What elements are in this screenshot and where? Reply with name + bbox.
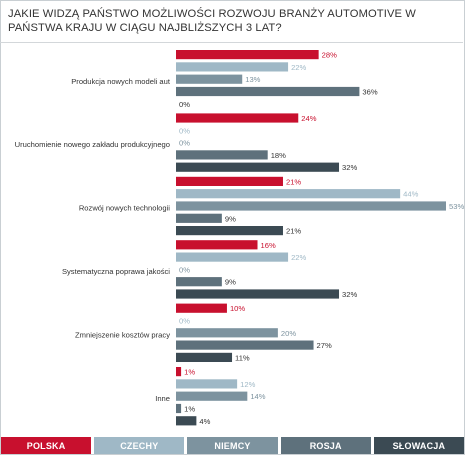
bar-czechy (176, 62, 289, 72)
legend-item-polska: POLSKA (1, 437, 92, 454)
data-label: 9% (225, 214, 236, 223)
data-label: 12% (240, 380, 255, 389)
bar-rosja (176, 277, 222, 287)
data-label: 21% (286, 227, 301, 236)
data-label: 18% (271, 151, 286, 160)
bar-rosja (176, 340, 314, 350)
legend-item-czechy: CZECHY (94, 437, 185, 454)
data-label: 22% (291, 63, 306, 72)
bar-rosja (176, 213, 222, 223)
data-label: 1% (184, 368, 195, 377)
legend-item-słowacja: SŁOWACJA (373, 437, 465, 454)
bar-niemcy (176, 328, 278, 338)
title-divider (0, 42, 463, 43)
data-label: 0% (179, 100, 190, 109)
data-label: 9% (225, 278, 236, 287)
data-label: 20% (281, 329, 296, 338)
bar-chart: Produkcja nowych modeli aut 28% 22% 13% 36% 0… (15, 50, 464, 426)
data-label: 32% (342, 290, 357, 299)
bar-polska (176, 113, 299, 123)
data-label: 11% (235, 353, 250, 362)
data-label: 4% (199, 417, 210, 426)
data-label: 16% (261, 241, 276, 250)
bar-polska (176, 50, 319, 60)
category-label: Systematyczna poprawa jakości (62, 267, 170, 276)
data-label: 0% (179, 317, 190, 326)
data-label: 53% (449, 202, 464, 211)
category-label: Uruchomienie nowego zakładu produkcyjneg… (15, 140, 170, 149)
legend-item-rosja: ROSJA (280, 437, 371, 454)
data-label: 1% (184, 405, 195, 414)
data-label: 13% (245, 75, 260, 84)
data-label: 44% (403, 190, 418, 199)
bar-słowacja (176, 416, 197, 426)
category-label: Rozwój nowych technologii (79, 204, 170, 213)
data-label: 0% (179, 265, 190, 274)
data-label: 24% (301, 114, 316, 123)
data-label: 36% (362, 88, 377, 97)
data-label: 0% (179, 139, 190, 148)
chart-title: JAKIE WIDZĄ PAŃSTWO MOŻLIWOŚCI ROZWOJU B… (8, 8, 416, 34)
legend-item-niemcy: NIEMCY (187, 437, 278, 454)
bar-polska (176, 176, 283, 186)
bar-słowacja (176, 352, 233, 362)
bar-polska (176, 303, 227, 313)
category-label: Produkcja nowych modeli aut (71, 77, 171, 86)
bar-niemcy (176, 74, 243, 84)
bar-niemcy (176, 391, 248, 401)
data-label: 28% (322, 51, 337, 60)
bar-słowacja (176, 162, 340, 172)
bar-rosja (176, 150, 268, 160)
data-label: 0% (179, 126, 190, 135)
data-label: 27% (317, 341, 332, 350)
bar-słowacja (176, 226, 283, 236)
category-label: Zmniejszenie kosztów pracy (75, 330, 170, 339)
bar-polska (176, 240, 258, 250)
legend: POLSKA CZECHY NIEMCY ROSJA SŁOWACJA (1, 437, 465, 454)
data-label: 21% (286, 177, 301, 186)
bar-polska (176, 367, 182, 377)
bar-czechy (176, 252, 289, 262)
data-label: 22% (291, 253, 306, 262)
bar-rosja (176, 86, 360, 97)
bar-niemcy (176, 201, 446, 211)
category-label: Inne (155, 394, 170, 403)
data-label: 10% (230, 304, 245, 313)
data-label: 32% (342, 163, 357, 172)
bar-słowacja (176, 289, 340, 299)
bar-czechy (176, 189, 401, 199)
bar-czechy (176, 379, 238, 389)
data-label: 14% (250, 392, 265, 401)
bar-rosja (176, 403, 182, 414)
